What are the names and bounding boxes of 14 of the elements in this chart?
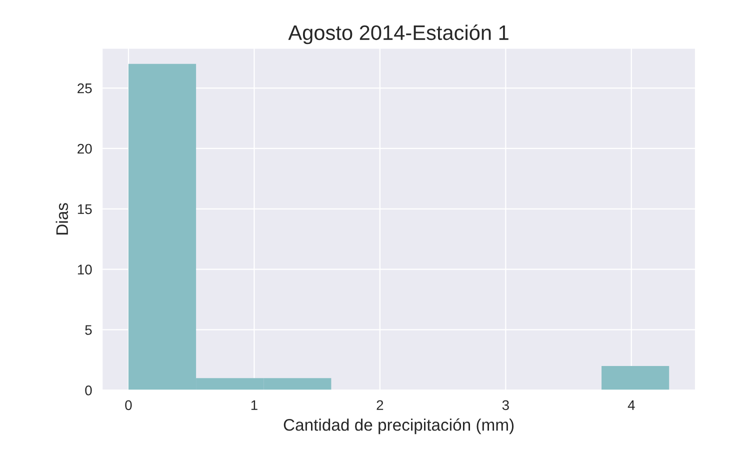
y-tick-label: 0 xyxy=(85,385,92,396)
chart-title: Agosto 2014-Estación 1 xyxy=(288,24,508,44)
y-tick-label: 15 xyxy=(78,204,92,214)
y-axis-title: Dias xyxy=(56,203,68,234)
x-axis-title: Cantidad de precipitación (mm) xyxy=(284,418,514,434)
y-tick-label: 5 xyxy=(85,325,92,335)
x-tick-label: 4 xyxy=(628,400,635,410)
x-tick-label: 1 xyxy=(251,400,258,410)
x-tick-label: 0 xyxy=(125,400,132,410)
y-tick-label: 25 xyxy=(78,83,92,94)
y-tick-label: 20 xyxy=(78,144,92,154)
y-tick-label: 10 xyxy=(78,264,92,274)
x-tick-label: 2 xyxy=(376,400,384,410)
x-tick-label: 3 xyxy=(502,400,509,410)
